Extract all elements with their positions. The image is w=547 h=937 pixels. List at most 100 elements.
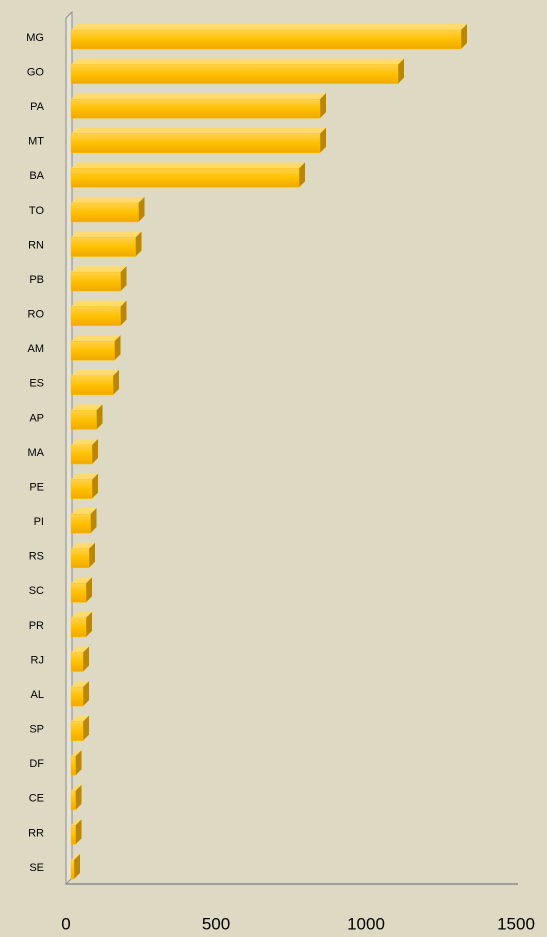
- bar-side: [120, 266, 127, 292]
- bar-top: [71, 58, 404, 65]
- bar: [70, 686, 84, 707]
- bar: [70, 410, 97, 430]
- bar: [70, 548, 90, 568]
- y-tick-label: AP: [29, 412, 44, 424]
- y-tick-label: PR: [29, 620, 44, 632]
- bar-side: [83, 646, 89, 672]
- bar-top: [71, 162, 305, 169]
- bar-side: [83, 681, 89, 707]
- bar-top: [71, 473, 98, 480]
- bar-top: [71, 404, 103, 411]
- bar: [70, 375, 114, 396]
- bar-top: [71, 784, 82, 791]
- bar-top: [71, 750, 82, 757]
- bar-side: [114, 335, 121, 361]
- bar-side: [320, 93, 326, 119]
- y-tick-label: BA: [29, 170, 44, 182]
- y-tick-label: PE: [29, 481, 44, 493]
- y-tick-label: RR: [28, 827, 44, 839]
- bar-side: [75, 750, 82, 776]
- bar-top: [71, 439, 98, 445]
- y-tick-label: DF: [29, 758, 44, 770]
- bar: [70, 479, 93, 499]
- bar-side: [90, 508, 97, 534]
- bar-side: [92, 439, 98, 464]
- bar-top: [71, 24, 467, 30]
- bar-top: [71, 819, 82, 826]
- y-tick-label: MG: [26, 32, 44, 44]
- bar: [70, 306, 121, 326]
- bar: [70, 721, 84, 741]
- bar: [70, 168, 300, 188]
- bar-top: [71, 335, 121, 342]
- bar-top: [71, 93, 326, 100]
- bar: [70, 271, 121, 292]
- y-tick-label: CE: [29, 793, 44, 805]
- bar-side: [74, 854, 80, 879]
- bar: [70, 341, 115, 361]
- y-tick-label: PB: [29, 274, 44, 286]
- y-tick-label: RN: [28, 239, 44, 251]
- bar-top: [71, 266, 127, 273]
- bar-top: [71, 542, 95, 549]
- y-tick-label: SE: [29, 862, 44, 874]
- bar-top: [71, 127, 326, 134]
- x-tick-label: 0: [61, 914, 70, 933]
- bar: [70, 64, 399, 84]
- bar-top: [71, 508, 97, 515]
- y-tick-label: SP: [29, 724, 44, 736]
- y-tick-label: TO: [29, 205, 45, 217]
- bar-top: [71, 577, 92, 584]
- bar: [70, 790, 76, 811]
- bar-side: [398, 58, 404, 84]
- y-tick-label: SC: [29, 585, 44, 597]
- bar-side: [113, 369, 119, 395]
- bar: [70, 756, 76, 776]
- bar-side: [86, 611, 92, 637]
- bar-side: [75, 819, 82, 845]
- bar-side: [96, 404, 103, 430]
- bar: [70, 825, 76, 845]
- back-wall: [65, 10, 73, 886]
- bar-side: [120, 300, 127, 326]
- bar: [70, 29, 462, 50]
- bar-side: [89, 542, 95, 568]
- bar: [70, 444, 93, 465]
- bar-top: [71, 231, 142, 238]
- bar-side: [135, 231, 142, 257]
- y-tick-label: PI: [34, 516, 44, 528]
- y-tick-label: AM: [28, 343, 45, 355]
- bar: [70, 237, 136, 257]
- bar-top: [71, 369, 119, 376]
- x-tick-label: 1500: [497, 914, 535, 933]
- y-tick-label: PA: [30, 101, 45, 113]
- bar: [70, 859, 75, 880]
- bar: [70, 652, 84, 672]
- bar: [70, 583, 87, 603]
- bar-top: [71, 300, 127, 307]
- x-tick-label: 1000: [347, 914, 385, 933]
- bar-side: [86, 577, 92, 603]
- bar-top: [71, 196, 145, 203]
- y-tick-label: MA: [28, 447, 45, 459]
- bar-side: [138, 196, 145, 222]
- bar-side: [461, 24, 467, 49]
- y-tick-label: RJ: [31, 654, 44, 666]
- y-tick-label: AL: [31, 689, 44, 701]
- bar: [70, 617, 87, 638]
- bar-top: [71, 854, 80, 860]
- bar: [70, 513, 91, 534]
- bar-top: [71, 611, 92, 618]
- bar-side: [92, 473, 98, 499]
- y-tick-label: GO: [27, 66, 45, 78]
- bar-side: [299, 162, 305, 188]
- y-tick-label: RO: [28, 309, 45, 321]
- y-tick-label: MT: [28, 136, 44, 148]
- bar: [70, 98, 321, 119]
- y-tick-label: RS: [29, 551, 44, 563]
- bar: [70, 133, 321, 153]
- x-tick-label: 500: [202, 914, 230, 933]
- bar-side: [75, 784, 82, 810]
